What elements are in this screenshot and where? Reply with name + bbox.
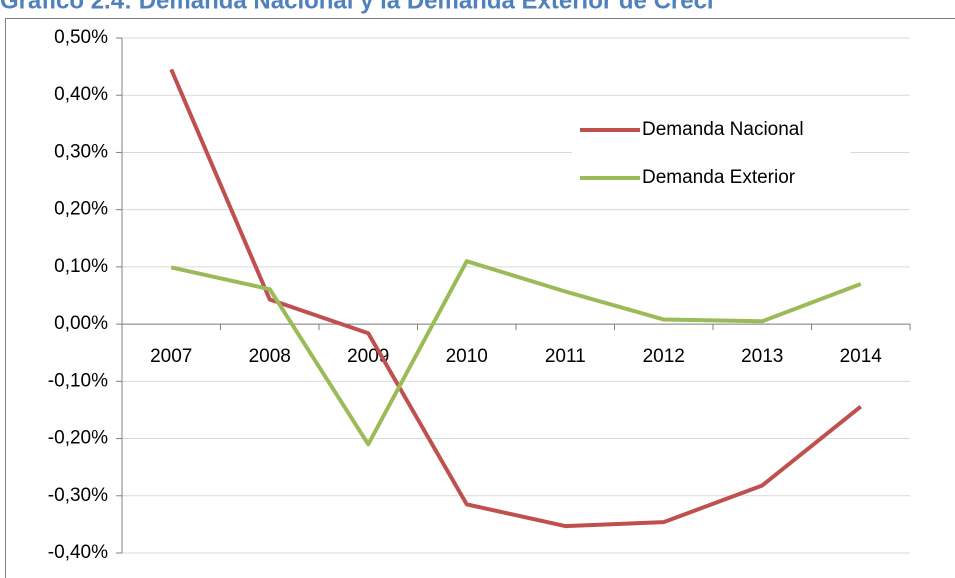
- y-tick-label: -0,40%: [48, 542, 108, 563]
- y-tick-label: 0,00%: [54, 313, 108, 334]
- x-tick-label: 2008: [249, 346, 291, 367]
- series-line: [169, 68, 863, 529]
- x-tick-label: 2010: [446, 346, 488, 367]
- x-tick-label: 2011: [545, 346, 586, 367]
- x-tick-label: 2012: [643, 346, 685, 367]
- chart-border: [5, 18, 955, 578]
- legend-label: Demanda Exterior: [642, 167, 796, 188]
- y-tick-label: -0,10%: [48, 370, 108, 391]
- y-tick-label: 0,40%: [54, 84, 108, 105]
- x-tick-label: 2013: [741, 346, 783, 367]
- y-tick-label: 0,50%: [54, 27, 108, 48]
- y-tick-label: 0,10%: [54, 256, 108, 277]
- legend-background: [572, 104, 850, 200]
- y-tick-label: -0,20%: [48, 428, 108, 449]
- legend-label: Demanda Nacional: [642, 119, 804, 140]
- x-tick-label: 2007: [150, 346, 192, 367]
- y-tick-label: -0,30%: [48, 485, 108, 506]
- series-line: [170, 259, 862, 447]
- x-tick-label: 2014: [840, 346, 883, 367]
- y-tick-label: 0,30%: [54, 141, 108, 162]
- chart-title: Gráfico 2.4: Demanda Nacional y la Deman…: [0, 0, 714, 14]
- y-tick-label: 0,20%: [54, 199, 108, 220]
